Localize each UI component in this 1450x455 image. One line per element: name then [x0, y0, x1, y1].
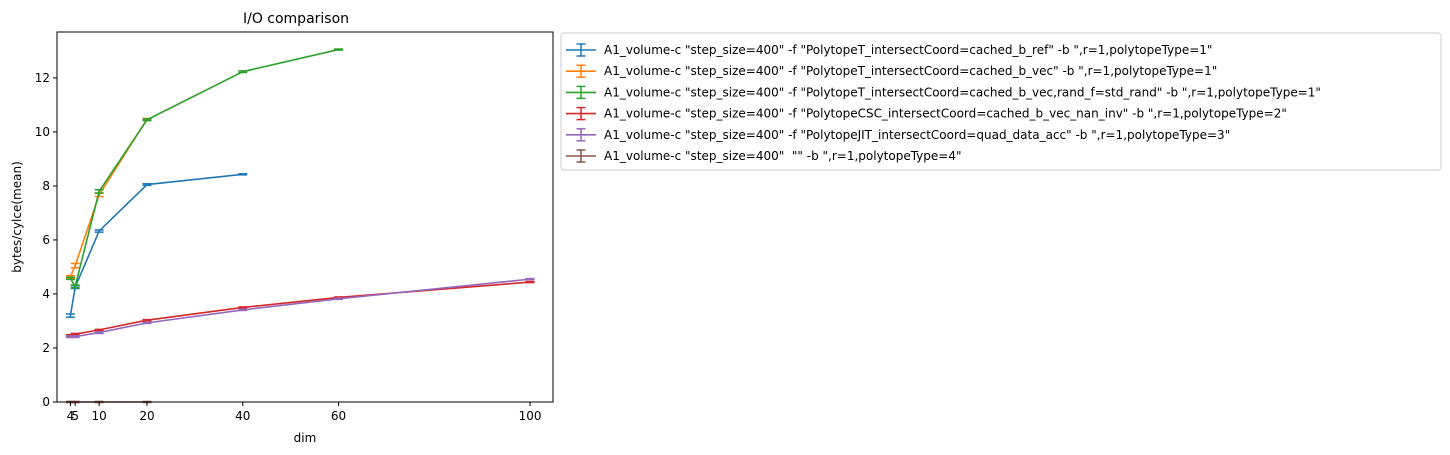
legend-label: A1_volume-c "step_size=400" -f "Polytope… [604, 85, 1321, 99]
legend-label: A1_volume-c "step_size=400" -f "Polytope… [604, 107, 1287, 121]
series-layer [65, 48, 535, 404]
series-5 [65, 277, 535, 339]
error-bar [94, 188, 104, 194]
legend-item-1: A1_volume-c "step_size=400" -f "Polytope… [566, 43, 1212, 57]
error-bar [238, 70, 248, 74]
series-line [69, 173, 243, 316]
error-bar [70, 335, 80, 339]
error-bar [525, 277, 535, 281]
legend-label: A1_volume-c "step_size=400" -f "Polytope… [604, 128, 1230, 142]
error-bar [334, 48, 344, 51]
y-tick-label: 10 [35, 125, 50, 139]
y-tick-label: 2 [42, 341, 50, 355]
series-line [69, 48, 339, 288]
error-bar [65, 276, 75, 281]
legend-label: A1_volume-c "step_size=400" -f "Polytope… [604, 43, 1212, 57]
error-bar [142, 321, 152, 325]
x-tick-label: 40 [235, 409, 250, 423]
y-tick-label: 4 [42, 287, 50, 301]
legend-item-4: A1_volume-c "step_size=400" -f "Polytope… [566, 107, 1287, 121]
x-tick-label: 4 [67, 409, 75, 423]
x-tick-label: 10 [91, 409, 106, 423]
x-tick-label: 5 [71, 409, 79, 423]
legend-box [560, 32, 1442, 171]
x-tick-label: 60 [331, 409, 346, 423]
plot-frame [56, 31, 554, 403]
error-bar [94, 331, 104, 335]
error-bar [65, 313, 75, 318]
legend-item-5: A1_volume-c "step_size=400" -f "Polytope… [566, 128, 1230, 142]
error-bar [70, 332, 80, 336]
error-bar [94, 229, 104, 233]
error-bar [142, 118, 152, 122]
y-tick-label: 8 [42, 179, 50, 193]
error-bar [238, 308, 248, 312]
y-tick-label: 6 [42, 233, 50, 247]
error-bar [142, 183, 152, 187]
y-tick-label: 12 [35, 71, 50, 85]
series-line [70, 281, 531, 337]
error-bar [238, 306, 248, 309]
legend-item-3: A1_volume-c "step_size=400" -f "Polytope… [566, 85, 1321, 99]
error-bar [70, 262, 80, 269]
series-1 [65, 173, 248, 318]
error-bar [525, 280, 535, 284]
x-tick-label: 100 [519, 409, 542, 423]
x-axis: 45 10 20 40 60 100 [67, 402, 542, 423]
legend: A1_volume-c "step_size=400" -f "Polytope… [560, 32, 1442, 171]
legend-item-6: A1_volume-c "step_size=400" "" -b ",r=1,… [566, 149, 962, 163]
y-tick-label: 0 [42, 395, 50, 409]
legend-item-2: A1_volume-c "step_size=400" -f "Polytope… [566, 64, 1217, 78]
error-bar [142, 318, 152, 322]
error-bar [238, 173, 248, 176]
legend-label: A1_volume-c "step_size=400" -f "Polytope… [604, 64, 1217, 78]
chart-title: I/O comparison [243, 11, 349, 27]
y-axis: 0 2 4 6 8 10 12 [35, 71, 57, 409]
series-3 [65, 48, 344, 289]
legend-label: A1_volume-c "step_size=400" "" -b ",r=1,… [604, 149, 962, 163]
series-4 [65, 280, 535, 338]
x-axis-label: dim [294, 431, 317, 445]
series-2 [65, 117, 152, 280]
x-tick-label: 20 [139, 409, 154, 423]
error-bar [70, 284, 80, 289]
y-axis-label: bytes/cylce(mean) [10, 161, 24, 273]
error-bar [334, 297, 344, 301]
error-bar [94, 328, 104, 332]
series-line [69, 118, 148, 278]
